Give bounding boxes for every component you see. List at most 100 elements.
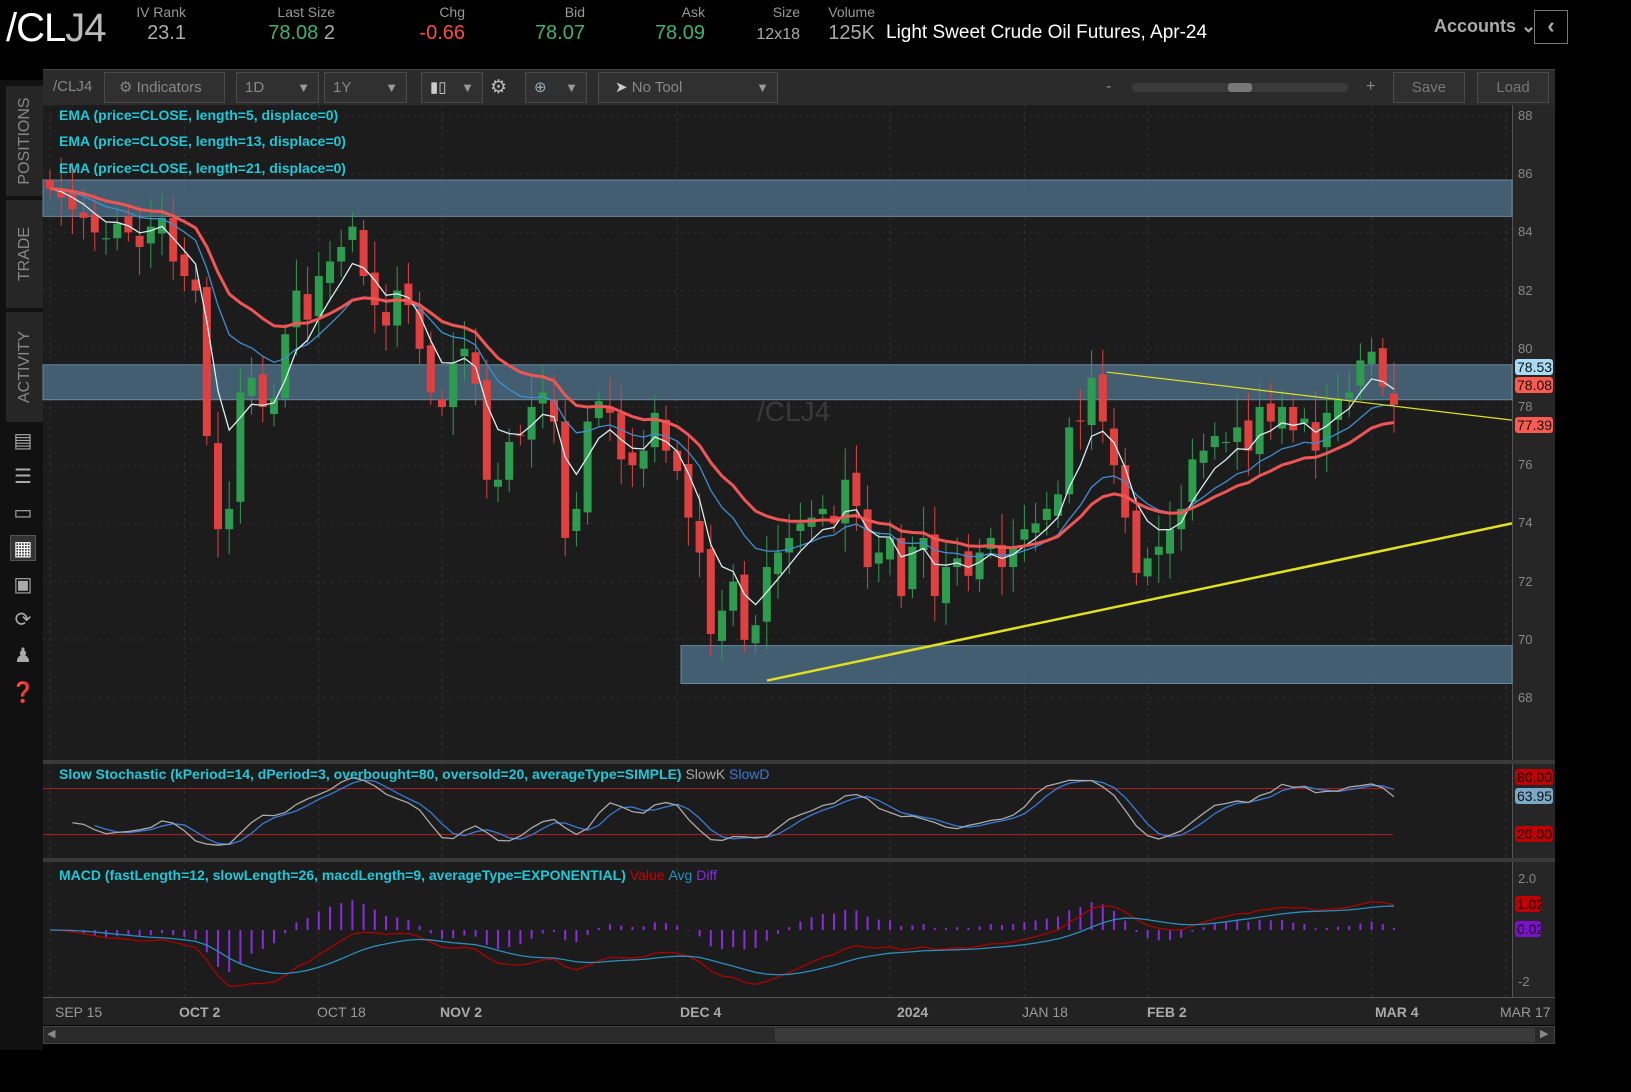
candle-body bbox=[415, 308, 424, 349]
candle-body bbox=[135, 235, 144, 247]
ema21-legend[interactable]: EMA (price=CLOSE, length=21, displace=0) bbox=[59, 160, 346, 176]
panel-divider bbox=[43, 858, 1555, 862]
price-tick: 82 bbox=[1518, 282, 1533, 298]
tab-trade[interactable]: TRADE bbox=[6, 200, 43, 308]
candle-body bbox=[1345, 392, 1354, 399]
save-button[interactable]: Save bbox=[1393, 72, 1465, 103]
candle-body bbox=[538, 392, 547, 404]
scrollbar-thumb[interactable] bbox=[775, 1028, 1535, 1042]
settings-gear-icon[interactable]: ⚙ bbox=[490, 77, 508, 98]
candle-body bbox=[180, 254, 189, 277]
chart-grid-icon[interactable]: ▦ bbox=[10, 535, 36, 561]
price-axis[interactable] bbox=[1512, 105, 1555, 997]
drawing-tool-select[interactable]: ➤ No Tool ▼ bbox=[598, 72, 778, 103]
zoom-out-button[interactable]: - bbox=[1106, 78, 1112, 95]
candle-body bbox=[1042, 508, 1051, 520]
quote-last-size: Last Size 78.08 2 bbox=[250, 4, 335, 45]
chart-report-icon[interactable]: ▤ bbox=[13, 430, 33, 452]
accounts-menu[interactable]: Accounts ⌄ bbox=[1434, 16, 1536, 37]
candle-body bbox=[1300, 418, 1309, 424]
candle-body bbox=[326, 261, 334, 284]
community-icon[interactable]: ♟ bbox=[14, 645, 32, 667]
candle-body bbox=[1098, 374, 1107, 422]
dropdown-arrow-icon: ▼ bbox=[297, 80, 310, 95]
tv-icon[interactable]: ▭ bbox=[13, 502, 33, 524]
date-label: SEP 15 bbox=[55, 1004, 103, 1020]
dropdown-arrow-icon: ▼ bbox=[461, 80, 474, 95]
history-icon[interactable]: ⟳ bbox=[14, 609, 32, 631]
candle-body bbox=[1210, 436, 1219, 448]
scroll-right-icon[interactable]: ▶ bbox=[1540, 1028, 1549, 1040]
tab-activity[interactable]: ACTIVITY bbox=[6, 312, 43, 422]
layout-icon[interactable]: ▣ bbox=[13, 574, 33, 596]
candle-body bbox=[124, 216, 133, 233]
collapse-panel-button[interactable]: ‹ bbox=[1534, 10, 1568, 44]
candle-body bbox=[762, 567, 771, 622]
interval-select[interactable]: 1D ▼ bbox=[236, 72, 319, 103]
date-label: MAR 4 bbox=[1375, 1004, 1419, 1020]
candle-body bbox=[751, 625, 760, 644]
candle-body bbox=[438, 399, 446, 407]
date-label: NOV 2 bbox=[440, 1004, 483, 1020]
macd-legend[interactable]: MACD (fastLength=12, slowLength=26, macd… bbox=[59, 867, 717, 883]
candle-body bbox=[46, 180, 54, 189]
crosshair-icon: ⊕ bbox=[534, 79, 547, 96]
candle-body bbox=[169, 217, 178, 262]
ema5-legend[interactable]: EMA (price=CLOSE, length=5, displace=0) bbox=[59, 107, 339, 123]
dropdown-arrow-icon: ▼ bbox=[756, 80, 769, 95]
quote-label: Bid bbox=[564, 4, 585, 20]
candle-body bbox=[706, 549, 715, 634]
load-button[interactable]: Load bbox=[1477, 72, 1549, 103]
indicators-label: Indicators bbox=[136, 79, 202, 96]
candle-body bbox=[1233, 427, 1242, 442]
candle-body bbox=[695, 521, 704, 553]
candle-body bbox=[359, 230, 368, 277]
candle-body bbox=[561, 421, 570, 538]
macd-value-label: Value bbox=[629, 867, 665, 883]
symbol-root: /CL bbox=[6, 6, 66, 50]
help-icon[interactable]: ❓ bbox=[10, 682, 36, 704]
chart-style-select[interactable]: ▮▯ ▼ bbox=[421, 72, 483, 103]
candle-body bbox=[214, 443, 222, 530]
zoom-in-button[interactable]: + bbox=[1366, 78, 1376, 95]
chart-toolbar: /CLJ4 ⚙ Indicators 1D ▼ 1Y ▼ ▮▯ ▼ ⚙ ⊕ ▼ ➤ No… bbox=[43, 69, 1555, 105]
range-select[interactable]: 1Y ▼ bbox=[324, 72, 407, 103]
ema5-line bbox=[49, 188, 1395, 606]
price-tick: 70 bbox=[1518, 631, 1533, 647]
date-axis bbox=[43, 997, 1555, 1025]
list-icon[interactable]: ☰ bbox=[14, 466, 32, 488]
candle-body bbox=[370, 272, 379, 306]
candle-body bbox=[572, 508, 581, 531]
quote-bid: Bid 78.07 bbox=[530, 4, 585, 45]
candle-body bbox=[202, 287, 211, 437]
candle-body bbox=[1367, 351, 1376, 364]
zoom-slider[interactable] bbox=[1132, 83, 1348, 92]
candle-body bbox=[1143, 558, 1152, 577]
drawing-style-select[interactable]: ⊕ ▼ bbox=[525, 72, 587, 103]
macd-avg-line bbox=[49, 905, 1395, 976]
candle-body bbox=[1278, 407, 1286, 429]
candle-body bbox=[516, 434, 525, 437]
candle-body bbox=[270, 398, 278, 414]
zoom-slider-handle[interactable] bbox=[1228, 83, 1252, 92]
scroll-left-icon[interactable]: ◀ bbox=[47, 1028, 56, 1040]
stochastic-legend[interactable]: Slow Stochastic (kPeriod=14, dPeriod=3, … bbox=[59, 766, 770, 782]
candle-body bbox=[1009, 546, 1018, 568]
indicators-button[interactable]: ⚙ Indicators bbox=[104, 72, 225, 103]
trendline-resistance bbox=[1106, 371, 1513, 421]
candle-body bbox=[1031, 523, 1040, 533]
candle-body bbox=[191, 279, 200, 291]
ema13-legend[interactable]: EMA (price=CLOSE, length=13, displace=0) bbox=[59, 133, 346, 149]
price-label: 78.08 bbox=[1515, 377, 1553, 393]
candle-body bbox=[404, 283, 413, 306]
candle-body bbox=[964, 551, 973, 576]
candle-body bbox=[796, 523, 805, 531]
tab-positions[interactable]: POSITIONS bbox=[6, 86, 43, 196]
candle-body bbox=[236, 392, 245, 502]
macd-tick: 2.0 bbox=[1518, 871, 1537, 886]
candle-body bbox=[90, 214, 99, 233]
chevron-left-icon: ‹ bbox=[1547, 13, 1555, 38]
price-tick: 84 bbox=[1518, 224, 1533, 240]
quote-label: Chg bbox=[439, 4, 465, 20]
dropdown-arrow-icon: ▼ bbox=[385, 80, 398, 95]
